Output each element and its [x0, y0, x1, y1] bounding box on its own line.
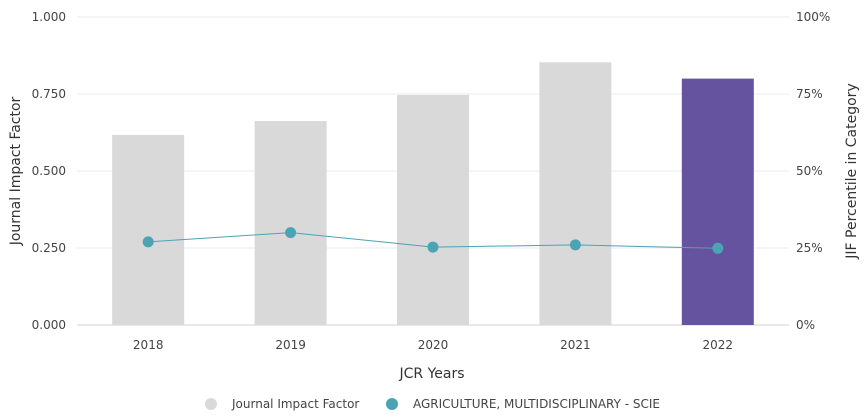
- legend-item-category[interactable]: AGRICULTURE, MULTIDISCIPLINARY - SCIE: [386, 397, 660, 411]
- x-tick-label: 2019: [275, 338, 306, 352]
- y2-tick-label: 50%: [796, 164, 823, 178]
- y2-tick-label: 25%: [796, 241, 823, 255]
- percentile-point[interactable]: [712, 242, 724, 254]
- x-tick-label: 2020: [418, 338, 449, 352]
- y-tick-label: 0.250: [32, 241, 66, 255]
- bar[interactable]: [112, 134, 185, 325]
- legend: Journal Impact Factor AGRICULTURE, MULTI…: [205, 397, 660, 411]
- bar-series: [112, 62, 754, 325]
- y-axis-right: 0% 25% 50% 75% 100%: [796, 10, 830, 332]
- bar[interactable]: [539, 62, 612, 325]
- percentile-point[interactable]: [427, 241, 439, 253]
- x-axis-title: JCR Years: [398, 366, 464, 382]
- x-tick-label: 2021: [560, 338, 591, 352]
- y-axis-title: Journal Impact Factor: [8, 96, 24, 246]
- x-axis: 2018 2019 2020 2021 2022: [133, 338, 733, 352]
- y2-axis-title: JIF Percentile in Category: [844, 83, 860, 259]
- bar[interactable]: [254, 121, 327, 325]
- y-axis-left: 0.000 0.250 0.500 0.750 1.000: [32, 10, 66, 332]
- legend-marker-jif: [205, 398, 217, 410]
- legend-item-jif[interactable]: Journal Impact Factor: [205, 397, 359, 411]
- bar[interactable]: [681, 78, 754, 325]
- legend-marker-category: [386, 398, 398, 410]
- y2-tick-label: 0%: [796, 318, 815, 332]
- y2-tick-label: 75%: [796, 87, 823, 101]
- percentile-point[interactable]: [142, 236, 154, 248]
- y-tick-label: 0.000: [32, 318, 66, 332]
- legend-label-jif: Journal Impact Factor: [231, 397, 359, 411]
- y-tick-label: 0.750: [32, 87, 66, 101]
- bar[interactable]: [397, 94, 469, 325]
- y2-tick-label: 100%: [796, 10, 830, 24]
- legend-label-category: AGRICULTURE, MULTIDISCIPLINARY - SCIE: [413, 397, 660, 411]
- y-tick-label: 0.500: [32, 164, 66, 178]
- x-tick-label: 2018: [133, 338, 164, 352]
- x-tick-label: 2022: [703, 338, 734, 352]
- y-tick-label: 1.000: [32, 10, 66, 24]
- line-series: [142, 227, 724, 254]
- percentile-point[interactable]: [285, 227, 297, 239]
- percentile-point[interactable]: [569, 239, 581, 251]
